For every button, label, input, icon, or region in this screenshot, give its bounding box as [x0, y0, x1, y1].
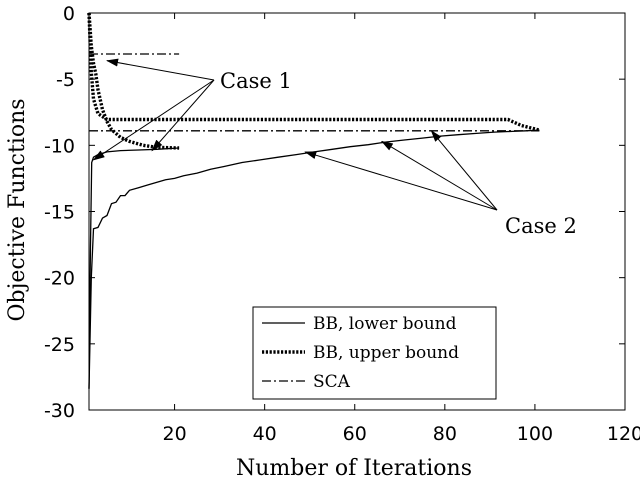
y-tick-label: -15 [44, 202, 75, 224]
annotation-label: Case 1 [220, 69, 292, 93]
x-tick-label: 40 [253, 423, 277, 445]
legend-entry: SCA [313, 372, 351, 392]
legend-entry: BB, upper bound [313, 343, 459, 363]
y-axis-label: Objective Functions [5, 98, 30, 321]
x-tick-label: 20 [162, 423, 186, 445]
y-tick-label: -5 [56, 69, 75, 91]
series-line-4 [87, 12, 180, 150]
x-axis-label: Number of Iterations [236, 456, 472, 479]
x-tick-label: 100 [517, 423, 553, 445]
y-tick-label: -10 [44, 135, 75, 157]
y-tick-label: -30 [44, 400, 75, 422]
annotation-label: Case 2 [505, 214, 577, 238]
x-tick-label: 60 [343, 423, 367, 445]
legend-entry: BB, lower bound [313, 314, 457, 334]
x-tick-label: 80 [433, 423, 457, 445]
annotation-arrow [380, 140, 498, 211]
y-tick-label: 0 [63, 3, 75, 25]
y-tick-label: -25 [44, 334, 75, 356]
annotation-arrow [92, 79, 215, 161]
annotation-arrow [106, 58, 215, 81]
x-tick-label: 120 [607, 423, 640, 445]
annotation-arrow [304, 151, 498, 211]
annotation-arrow [430, 130, 498, 211]
annotations: Case 1 Case 2 [92, 58, 577, 238]
series-line-1 [87, 12, 540, 132]
y-tick-label: -20 [44, 268, 75, 290]
legend: BB, lower bound BB, upper bound SCA [252, 306, 497, 400]
axis-ticks: 20 40 60 80 100 120 0 -5 -10 -15 -20 -25 -30 [44, 3, 640, 445]
series-line-3 [88, 147, 180, 389]
annotation-arrow [151, 79, 215, 152]
